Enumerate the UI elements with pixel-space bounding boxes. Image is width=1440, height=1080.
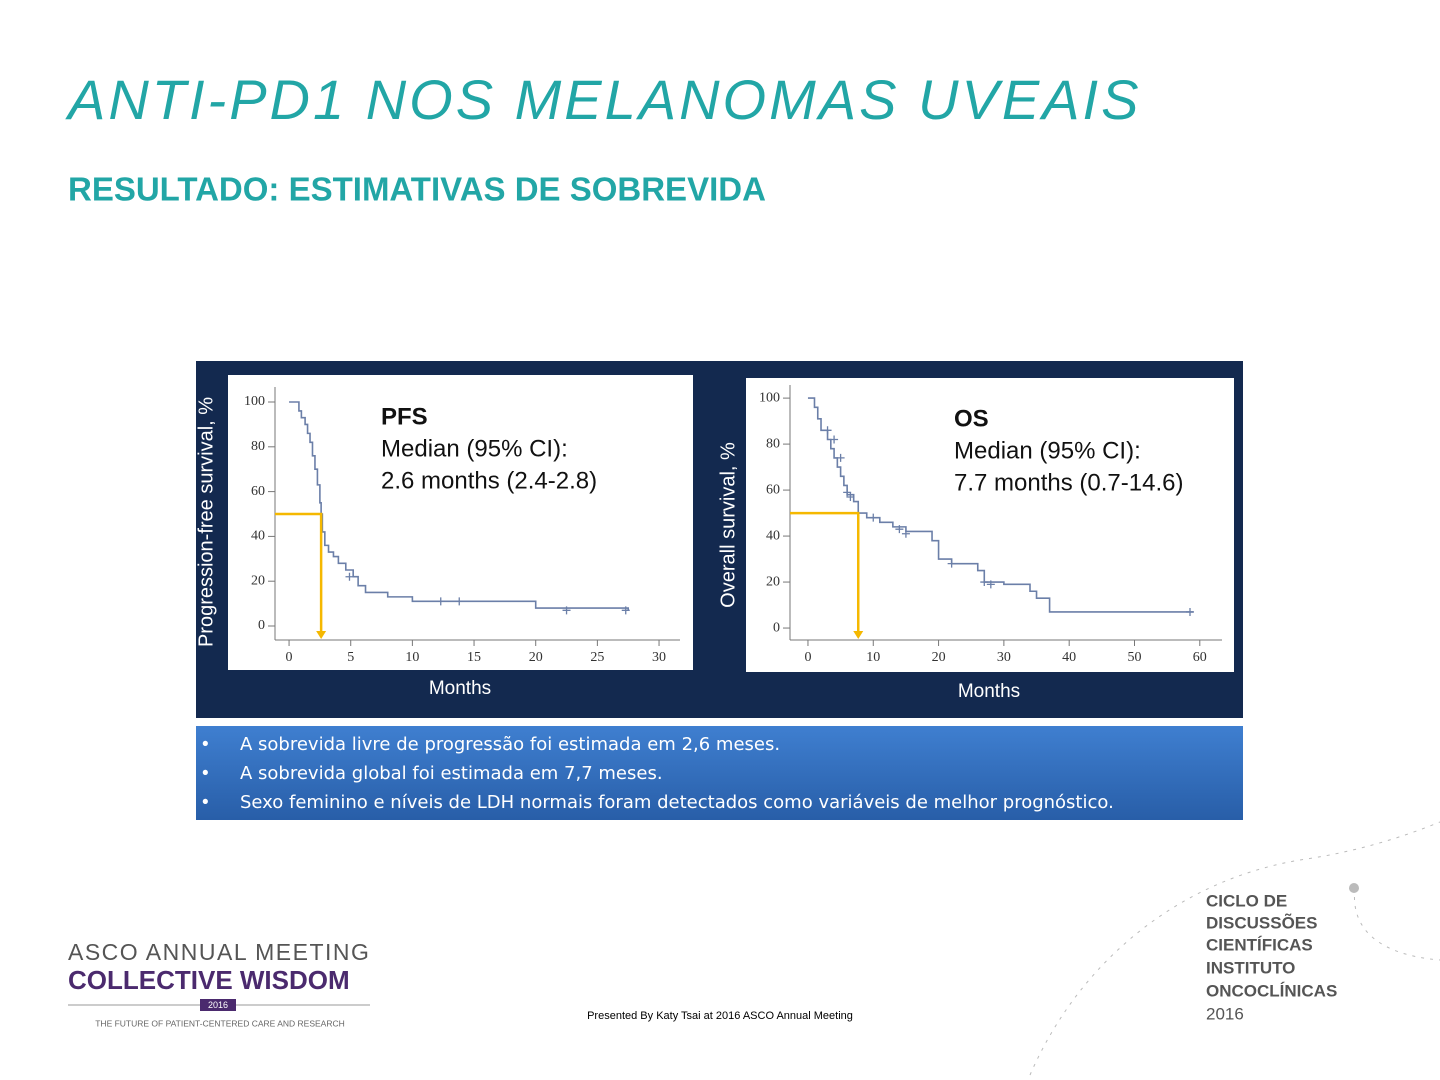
censor-mark	[843, 488, 852, 497]
x-tick-label: 30	[652, 650, 666, 665]
logo-text: INSTITUTO	[1206, 958, 1295, 977]
y-tick-label: 40	[251, 529, 265, 544]
bullet-dot: •	[202, 792, 209, 813]
y-tick-label: 80	[766, 436, 780, 451]
y-tick-label: 60	[766, 482, 780, 497]
x-tick-label: 30	[997, 650, 1011, 665]
annotation: Median (95% CI):	[954, 437, 1141, 464]
censor-mark	[823, 426, 832, 435]
median-line	[275, 512, 323, 632]
y-tick-label: 60	[251, 484, 265, 499]
bullet: Sexo feminino e níveis de LDH normais fo…	[240, 792, 1114, 813]
censor-mark	[436, 597, 445, 606]
censor-mark	[846, 492, 855, 501]
survival-curve	[289, 401, 630, 611]
footer: Presented By Katy Tsai at 2016 ASCO Annu…	[587, 1010, 853, 1022]
slide-title: ANTI-PD1 NOS MELANOMAS UVEAIS	[65, 68, 1141, 131]
y-axis-label: Progression-free survival, %	[195, 397, 217, 647]
annotation: PFS	[381, 403, 428, 430]
censor-mark	[980, 578, 989, 587]
x-tick-label: 50	[1127, 650, 1141, 665]
x-tick-label: 0	[286, 650, 293, 665]
censor-mark	[1186, 607, 1194, 616]
x-tick-label: 60	[1193, 650, 1207, 665]
logo-text: 2016	[1206, 1004, 1244, 1023]
annotation: Median (95% CI):	[381, 435, 568, 462]
y-tick-label: 100	[244, 394, 265, 409]
bullet: A sobrevida global foi estimada em 7,7 m…	[240, 763, 663, 784]
censor-mark	[830, 435, 839, 444]
annotation: 7.7 months (0.7-14.6)	[954, 469, 1183, 496]
logo-text: ONCOCLÍNICAS	[1206, 981, 1337, 1000]
censor-mark	[621, 606, 630, 615]
asco-year: 2016	[208, 1000, 228, 1010]
asco-line2: COLLECTIVE WISDOM	[68, 965, 350, 995]
x-tick-label: 5	[347, 650, 354, 665]
bullet-dot: •	[202, 763, 209, 784]
censor-mark	[869, 513, 878, 522]
censor-mark	[895, 525, 904, 534]
y-tick-label: 0	[773, 620, 780, 635]
annotation: OS	[954, 405, 989, 432]
plot-bg	[746, 378, 1234, 672]
slide-subtitle: RESULTADO: ESTIMATIVAS DE SOBREVIDA	[68, 171, 766, 208]
asco-year-bg	[200, 999, 236, 1011]
bullet-dot: •	[202, 734, 209, 755]
censor-mark	[836, 453, 845, 462]
median-arrow	[316, 631, 327, 639]
median-arrow	[853, 631, 864, 639]
censor-mark	[562, 606, 571, 615]
x-tick-label: 40	[1062, 650, 1076, 665]
x-axis-label: Months	[429, 678, 491, 699]
survival-curve	[807, 397, 1194, 613]
bullet-box	[196, 726, 1243, 820]
bullet: A sobrevida livre de progressão foi esti…	[240, 734, 780, 755]
censor-mark	[345, 572, 354, 581]
y-tick-label: 20	[251, 573, 265, 588]
y-tick-label: 40	[766, 528, 780, 543]
logo-text: DISCUSSÕES	[1206, 912, 1317, 932]
plot-bg	[228, 375, 693, 670]
censor-mark	[947, 559, 956, 568]
y-tick-label: 80	[251, 439, 265, 454]
x-tick-label: 10	[405, 650, 419, 665]
logo-text: CICLO DE	[1206, 891, 1287, 910]
annotation: 2.6 months (2.4-2.8)	[381, 467, 597, 494]
y-axis-label: Overall survival, %	[717, 442, 739, 608]
asco-line1: ASCO ANNUAL MEETING	[68, 939, 370, 965]
median-line	[790, 511, 860, 632]
x-tick-label: 20	[529, 650, 543, 665]
decor-arc	[1353, 887, 1440, 961]
y-tick-label: 100	[759, 390, 780, 405]
x-tick-label: 10	[866, 650, 880, 665]
logo-text: CIENTÍFICAS	[1206, 935, 1313, 954]
x-axis-label: Months	[958, 681, 1020, 702]
censor-mark	[986, 580, 995, 589]
decor-dot	[1349, 883, 1359, 893]
x-tick-label: 25	[590, 650, 604, 665]
x-tick-label: 20	[932, 650, 946, 665]
x-tick-label: 15	[467, 650, 481, 665]
y-tick-label: 0	[258, 618, 265, 633]
asco-tagline: THE FUTURE OF PATIENT-CENTERED CARE AND …	[95, 1018, 345, 1028]
y-tick-label: 20	[766, 574, 780, 589]
censor-mark	[455, 597, 464, 606]
censor-mark	[901, 529, 910, 538]
x-tick-label: 0	[804, 650, 811, 665]
